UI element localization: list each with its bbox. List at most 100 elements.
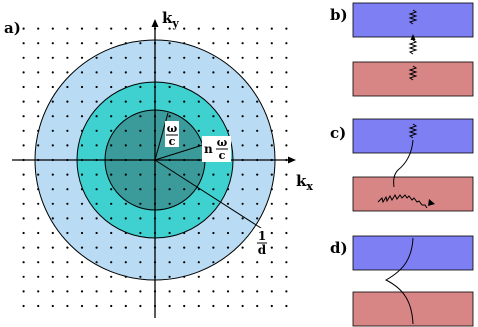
lattice-dot [110,231,113,235]
lattice-dot [241,144,244,147]
lattice-dot [51,85,54,89]
lattice-dot [285,27,288,30]
lattice-dot [37,56,40,59]
lattice-dot [139,115,142,118]
lattice-dot [197,304,200,308]
lattice-dot [80,304,84,308]
panel-b: b) [330,2,474,97]
lattice-dot [51,173,54,176]
lattice-dot [256,217,259,220]
lattice-dot [197,56,200,59]
lattice-dot [285,231,288,235]
lattice-dot [168,56,171,59]
lattice-dot [66,290,69,293]
lattice-dot [212,290,215,293]
lattice-dot [270,275,273,278]
lattice-dot [183,71,186,74]
lattice-dot [197,290,200,293]
lattice-dot [212,56,215,59]
lattice-dot [256,261,259,264]
lattice-dot [51,115,54,118]
lattice-dot [80,27,84,30]
lattice-dot [37,202,40,205]
lattice-dot [285,261,288,264]
lattice-dot [270,231,273,235]
lattice-dot [285,56,288,59]
lattice-dot [124,42,127,45]
lattice-dot [270,85,273,89]
lattice-dot [80,246,84,249]
lattice-dot [241,290,244,293]
lattice-dot [226,202,230,205]
lattice-dot [226,27,230,30]
lattice-dot [285,115,288,118]
lattice-dot [37,261,40,264]
lattice-dot [197,246,200,249]
lattice-dot [212,231,215,235]
lattice-dot [110,85,113,89]
lattice-dot [212,304,215,308]
lattice-dot [124,71,127,74]
lattice-dot [66,56,69,59]
lattice-dot [139,42,142,45]
lattice-dot [212,246,215,249]
inner-frac-den: c [169,135,176,148]
lattice-dot [95,85,98,89]
lattice-dot [270,27,273,30]
lattice-dot [256,304,259,308]
lattice-dot [168,275,171,278]
outer-label-bg [256,228,268,256]
lattice-dot [22,42,25,45]
kx-arrow-icon [288,156,296,164]
lattice-dot [95,217,98,220]
lattice-dot [80,202,84,205]
lattice-dot [51,56,54,59]
lattice-dot [95,304,98,308]
lattice-dot [66,188,69,191]
lattice-dot [124,100,127,103]
lattice-dot [37,217,40,220]
panel-c: c) [330,118,474,212]
lattice-dot [226,217,230,220]
lattice-dot [270,246,273,249]
lattice-dot [66,246,69,249]
lattice-dot [22,188,25,191]
lattice-dot [197,100,200,103]
lattice-dot [226,56,230,59]
lattice-dot [110,290,113,293]
lattice-dot [183,202,186,205]
lattice-dot [270,129,273,132]
lattice-dot [168,231,171,235]
lattice-dot [270,290,273,293]
lattice-dot [95,275,98,278]
lattice-dot [168,246,171,249]
lattice-dot [226,100,230,103]
lattice-dot [139,71,142,74]
lattice-dot [212,115,215,118]
lattice-dot [212,42,215,45]
lattice-dot [51,129,54,132]
lattice-dot [226,246,230,249]
lattice-dot [66,304,69,308]
lattice-dot [95,115,98,118]
lattice-dot [270,71,273,74]
lattice-dot [285,144,288,147]
lattice-dot [212,85,215,89]
top-slab [352,118,474,154]
lattice-dot [95,173,98,176]
lattice-dot [168,188,171,191]
lattice-dot [183,246,186,249]
lattice-dot [285,71,288,74]
wavy-photon-icon [377,193,428,209]
middle-frac-num: ω [217,136,228,149]
lattice-dot [183,129,186,132]
lattice-dot [95,290,98,293]
lattice-dot [212,100,215,103]
lattice-dot [139,261,142,264]
lattice-dot [168,202,171,205]
lattice-dot [197,231,200,235]
lattice-dot [241,202,244,205]
lattice-dot [197,85,200,89]
lattice-dot [168,115,171,118]
